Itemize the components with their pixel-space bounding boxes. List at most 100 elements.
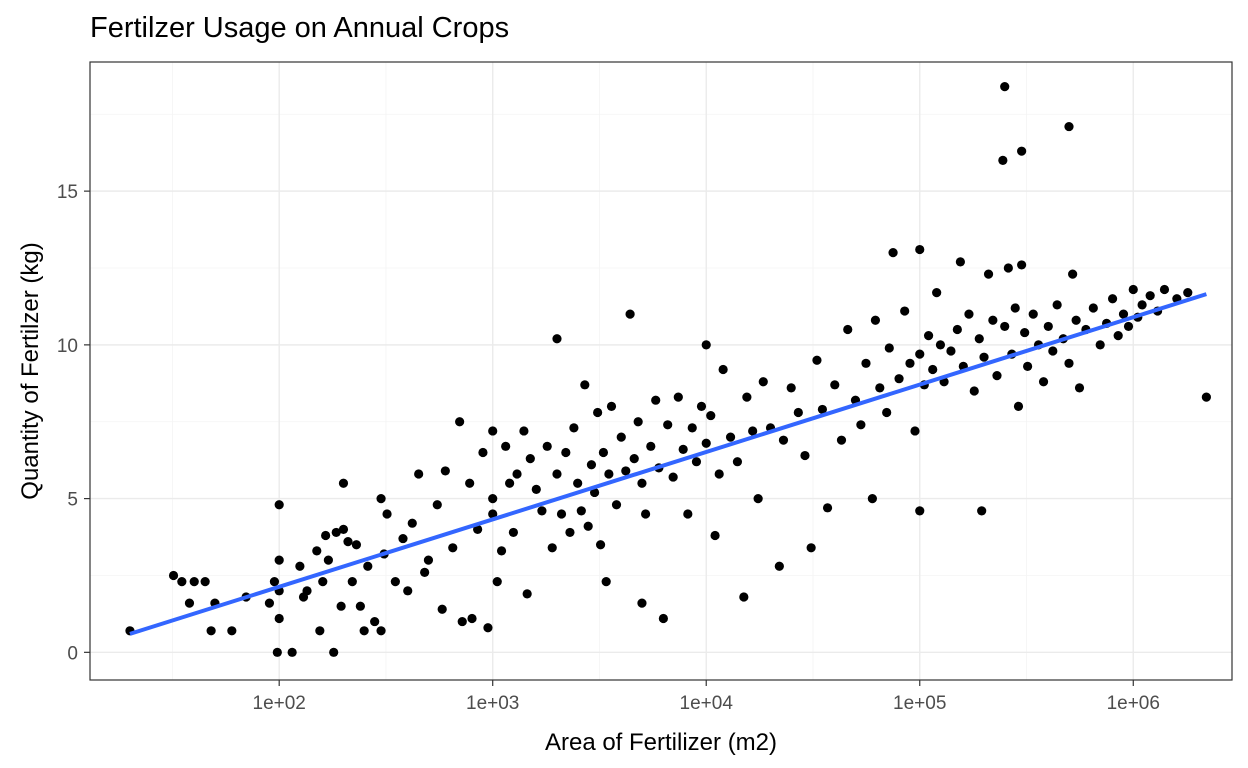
data-point	[580, 380, 590, 390]
plot-panel-border	[89, 61, 1233, 681]
data-point	[1068, 269, 1078, 279]
data-point	[867, 493, 877, 504]
data-point	[894, 374, 904, 384]
data-point	[274, 613, 284, 624]
data-point	[658, 613, 668, 624]
data-point	[640, 509, 651, 519]
data-point	[651, 395, 661, 405]
data-point	[663, 420, 673, 430]
data-point	[376, 626, 386, 636]
data-point	[1000, 81, 1010, 92]
data-point	[1010, 303, 1020, 313]
data-point	[687, 423, 697, 433]
data-point	[1048, 346, 1058, 356]
data-point	[323, 555, 333, 565]
data-point	[457, 616, 467, 627]
data-point	[537, 506, 547, 516]
data-point	[946, 346, 956, 356]
data-point	[531, 484, 541, 494]
data-point	[343, 537, 353, 547]
data-point	[955, 257, 965, 267]
data-point	[1043, 321, 1053, 332]
data-point	[633, 417, 643, 427]
data-point	[318, 577, 328, 587]
data-point	[168, 570, 179, 581]
data-point	[189, 577, 199, 587]
data-point	[440, 466, 450, 476]
data-point	[979, 352, 989, 362]
data-point	[806, 543, 816, 553]
data-point	[420, 567, 430, 577]
x-tick-label: 1e+04	[680, 693, 734, 714]
x-tick-label: 1e+06	[1107, 693, 1160, 714]
data-point	[758, 377, 768, 387]
data-point	[710, 530, 720, 541]
data-point	[637, 478, 647, 488]
data-point	[1000, 321, 1010, 332]
data-point	[884, 343, 894, 353]
data-point	[739, 592, 749, 602]
data-point	[586, 460, 597, 470]
data-point	[390, 577, 400, 587]
data-point	[637, 598, 647, 608]
data-point	[1052, 300, 1062, 310]
data-point	[1038, 377, 1049, 387]
data-point	[977, 506, 987, 516]
data-point	[488, 509, 498, 519]
data-point	[964, 309, 974, 319]
data-point	[338, 478, 349, 488]
data-point	[611, 500, 622, 510]
data-point	[336, 601, 346, 611]
data-point	[793, 407, 803, 418]
data-point	[910, 426, 920, 436]
data-point	[331, 527, 341, 538]
data-point	[177, 577, 187, 587]
data-point	[701, 438, 711, 448]
data-point	[274, 500, 284, 510]
data-point	[1028, 309, 1038, 319]
data-point	[376, 493, 386, 504]
y-tick-label: 15	[57, 182, 78, 203]
data-point	[492, 577, 502, 587]
data-point	[1183, 287, 1193, 298]
data-point	[988, 315, 998, 325]
data-point	[552, 334, 562, 344]
data-point	[1201, 392, 1211, 402]
data-point	[696, 401, 707, 411]
data-point	[1159, 284, 1170, 295]
data-point	[264, 598, 275, 608]
data-point	[407, 518, 417, 528]
y-tick-label: 5	[67, 490, 78, 511]
data-point	[778, 435, 789, 445]
data-point	[870, 315, 881, 325]
data-point	[969, 386, 979, 396]
x-axis-title: Area of Fertilizer (m2)	[545, 729, 777, 756]
data-point	[900, 306, 910, 316]
data-point	[1137, 300, 1147, 310]
data-point	[496, 546, 507, 556]
data-point	[905, 358, 915, 368]
data-point	[547, 543, 557, 553]
data-point	[556, 509, 567, 519]
data-point	[601, 577, 611, 587]
data-point	[843, 324, 853, 335]
data-point	[1064, 121, 1074, 132]
data-point	[915, 349, 925, 359]
data-point	[1074, 383, 1085, 393]
data-point	[928, 364, 938, 375]
data-point	[363, 561, 373, 571]
data-point	[1113, 331, 1123, 341]
data-point	[725, 432, 736, 442]
x-tick-label: 1e+05	[893, 693, 946, 714]
data-point	[355, 601, 365, 611]
data-point	[822, 503, 833, 513]
data-point	[1017, 146, 1027, 156]
data-point	[423, 555, 434, 565]
data-point	[227, 626, 237, 636]
data-point	[595, 540, 606, 550]
data-point	[1118, 309, 1129, 319]
data-point	[701, 340, 711, 350]
data-point	[888, 248, 898, 258]
data-point	[1017, 260, 1027, 270]
data-point	[915, 244, 925, 255]
